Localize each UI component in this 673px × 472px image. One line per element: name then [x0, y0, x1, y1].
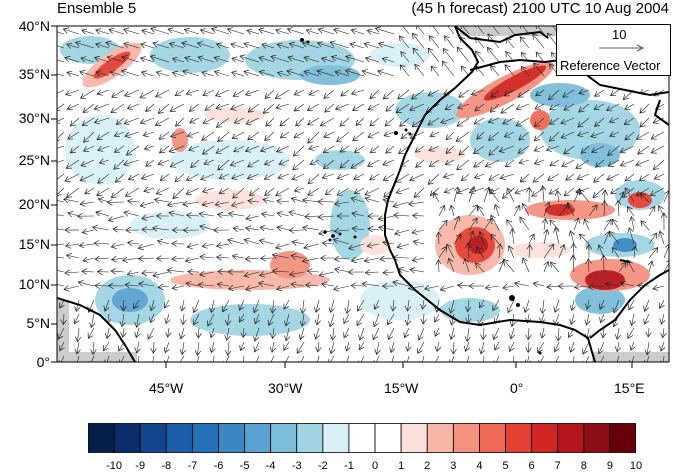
colorbar-tick-label: -9: [135, 460, 145, 472]
colorbar-tick-label: 9: [607, 460, 613, 472]
colorbar-swatch: [271, 424, 297, 453]
colorbar-tick-label: 8: [581, 460, 587, 472]
colorbar-tick-label: -7: [187, 460, 197, 472]
colorbar-swatch: [375, 424, 401, 453]
colorbar-swatch: [558, 424, 584, 453]
colorbar-tick-label: 3: [450, 460, 456, 472]
colorbar-swatch: [584, 424, 610, 453]
lon-label-15w: 15°W: [384, 380, 418, 396]
lat-label-0: 0°: [0, 354, 50, 370]
colorbar-tick-label: 5: [502, 460, 508, 472]
colorbar-tick-label: 2: [424, 460, 430, 472]
lon-label-15e: 15°E: [614, 380, 645, 396]
reference-vector-box: 10 Reference Vector: [556, 24, 671, 76]
missing-area-north: [460, 26, 560, 36]
plot-title-right: (45 h forecast) 2100 UTC 10 Aug 2004: [411, 0, 669, 17]
colorbar-tick-label: 4: [476, 460, 482, 472]
colorbar-swatch: [323, 424, 349, 453]
colorbar-tick-label: -5: [240, 460, 250, 472]
reference-vector-value: 10: [612, 27, 626, 42]
lat-label-35n: 35°N: [0, 66, 50, 82]
missing-area-south: [57, 352, 137, 362]
colorbar-swatch: [427, 424, 453, 453]
colorbar-swatch: [401, 424, 427, 453]
lat-label-10n: 10°N: [0, 276, 50, 292]
colorbar-tick-label: 0: [372, 460, 378, 472]
colorbar-tick-label: -4: [266, 460, 276, 472]
colorbar-swatch: [349, 424, 375, 453]
colorbar-tick-label: 10: [630, 460, 642, 472]
lon-label-0: 0°: [510, 380, 523, 396]
colorbar-tick-label: -2: [318, 460, 328, 472]
colorbar-swatch: [453, 424, 479, 453]
colorbar-tick-label: -1: [344, 460, 354, 472]
colorbar-swatch: [114, 424, 140, 453]
colorbar-tick-label: -6: [214, 460, 224, 472]
colorbar-swatch: [88, 424, 114, 453]
colorbar-tick-label: 1: [398, 460, 404, 472]
lon-label-45w: 45°W: [149, 380, 183, 396]
colorbar-tick-label: -3: [292, 460, 302, 472]
plot-title-left: Ensemble 5: [57, 0, 136, 17]
lon-label-30w: 30°W: [268, 380, 302, 396]
colorbar-tick-label: 7: [555, 460, 561, 472]
lat-label-30n: 30°N: [0, 110, 50, 126]
colorbar-swatch: [192, 424, 218, 453]
colorbar-swatch: [479, 424, 505, 453]
lat-label-15n: 15°N: [0, 236, 50, 252]
colorbar-swatch: [245, 424, 271, 453]
colorbar: [88, 423, 636, 453]
colorbar-swatch: [506, 424, 532, 453]
reference-vector-label: Reference Vector: [560, 58, 660, 73]
colorbar-swatch: [297, 424, 323, 453]
colorbar-tick-label: -8: [161, 460, 171, 472]
colorbar-swatch: [166, 424, 192, 453]
lat-label-20n: 20°N: [0, 196, 50, 212]
reference-arrow-icon: [597, 43, 647, 53]
lat-label-25n: 25°N: [0, 152, 50, 168]
lat-label-5n: 5°N: [0, 315, 50, 331]
colorbar-swatch: [532, 424, 558, 453]
colorbar-swatch: [610, 424, 636, 453]
colorbar-tick-label: 6: [529, 460, 535, 472]
colorbar-swatch: [140, 424, 166, 453]
colorbar-swatch: [218, 424, 244, 453]
colorbar-tick-label: -10: [106, 460, 122, 472]
lat-label-40n: 40°N: [0, 18, 50, 34]
